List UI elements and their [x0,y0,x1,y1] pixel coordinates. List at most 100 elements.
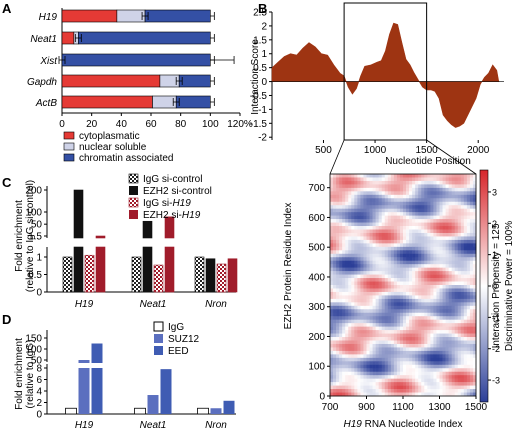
heatmap-cell [439,174,443,178]
heatmap-cell [357,187,361,192]
heatmap-cell [412,191,416,196]
heatmap-cell [390,323,395,327]
heatmap-cell [387,285,392,289]
heatmap-cell [421,371,425,376]
heatmap-cell [354,194,358,199]
heatmap-cell [378,378,383,383]
heatmap-cell [351,285,355,289]
heatmap-cell [336,194,340,199]
heatmap-cell [436,368,440,373]
heatmap-cell [363,187,367,192]
heatmap-cell [333,212,337,216]
heatmap-cell [409,253,413,258]
heatmap-cell [412,371,416,376]
heatmap-cell [469,232,474,237]
heatmap-cell [345,364,349,369]
heatmap-cell [363,382,367,386]
heatmap-cell [378,239,383,244]
heatmap-cell [463,208,468,213]
heatmap-cell [433,392,437,397]
heatmap-cell [378,357,383,362]
heatmap-cell [415,267,419,272]
heatmap-cell [354,229,358,234]
heatmap-cell [415,375,419,379]
heatmap-cell [457,236,462,241]
heatmap-cell [390,291,395,296]
heatmap-cell [357,361,361,366]
heatmap-cell [469,354,474,359]
heatmap-cell [448,212,452,216]
heatmap-cell [424,302,428,307]
heatmap-cell [363,309,367,314]
heatmap-cell [424,267,428,272]
heatmap-cell [381,385,386,390]
heatmap-cell [372,205,376,209]
legend-swatch-ezh2-si-control [129,186,138,195]
heatmap-cell [463,337,468,341]
heatmap-cell [339,278,343,282]
heatmap-xtick-label: 1100 [392,402,414,413]
heatmap-cell [369,382,373,386]
heatmap-cell [339,187,343,192]
heatmap-cell [333,246,337,251]
heatmap-cell [436,302,440,307]
heatmap-cell [451,267,456,272]
heatmap-cell [472,219,477,223]
heatmap-cell [424,285,428,289]
heatmap-cell [448,239,452,244]
heatmap-cell [430,375,434,379]
heatmap-xtick-label: 900 [358,402,375,413]
heatmap-cell [384,285,389,289]
heatmap-cell [460,330,465,334]
heatmap-cell [415,357,419,362]
heatmap-cell [354,316,358,320]
heatmap-cell [430,319,434,324]
heatmap-cell [457,288,462,293]
heatmap-cell [339,302,343,307]
heatmap-cell [345,198,349,203]
heatmap-cell [430,267,434,272]
heatmap-cell [330,333,334,338]
heatmap-cell [436,337,440,341]
heatmap-cell [433,264,437,268]
heatmap-cell [393,281,398,286]
heatmap-cell [348,302,352,307]
heatmap-cell [393,260,398,265]
heatmap-cell [448,340,452,345]
heatmap-cell [427,208,431,213]
heatmap-cell [393,236,398,241]
heatmap-cell [399,278,404,282]
heatmap-cell [363,364,367,369]
heatmap-cell [366,201,370,206]
legend-swatch-eed [154,346,163,355]
heatmap-cell [457,389,462,393]
heatmap-cell [445,337,449,341]
heatmap-cell [381,229,386,234]
heatmap-cell [415,305,419,310]
heatmap-cell [415,239,419,244]
heatmap-cell [463,305,468,310]
heatmap-cell [357,285,361,289]
heatmap-cell [345,177,349,182]
heatmap-cell [430,291,434,296]
heatmap-cell [363,285,367,289]
heatmap-cell [360,343,364,348]
heatmap-cell [369,212,373,216]
heatmap-cell [360,330,364,334]
heatmap-cell [330,267,334,272]
heatmap-cell [433,389,437,393]
heatmap-cell [396,368,401,373]
heatmap-cell [424,177,428,182]
heatmap-cell [390,187,395,192]
heatmap-cell [351,309,355,314]
heatmap-cell [378,264,383,268]
heatmap-cell [375,343,379,348]
heatmap-cell [460,222,465,227]
heatmap-cell [457,194,462,199]
heatmap-cell [339,174,343,178]
heatmap-cell [393,378,398,383]
heatmap-cell [330,382,334,386]
heatmap-cell [366,288,370,293]
heatmap-cell [372,264,376,268]
